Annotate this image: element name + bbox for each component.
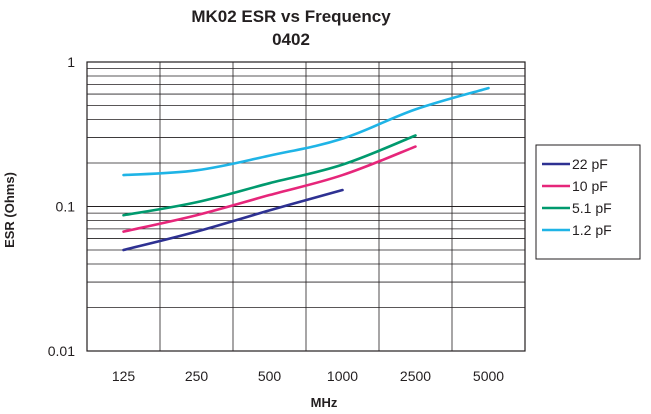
legend-label: 10 pF	[572, 178, 608, 194]
series-line-1-2-pf	[122, 86, 490, 177]
x-tick-label: 5000	[473, 368, 504, 384]
x-tick-label: 250	[185, 368, 209, 384]
x-tick-label: 125	[112, 368, 136, 384]
series-line-22-pf	[122, 188, 344, 252]
x-tick-labels: 125 250 500 1000 2500 5000	[112, 368, 504, 384]
x-tick-label: 500	[258, 368, 282, 384]
series-line-5-1-pf	[122, 134, 417, 217]
x-axis-label: MHz	[311, 395, 338, 410]
legend-label: 1.2 pF	[572, 222, 612, 238]
x-tick-label: 1000	[327, 368, 358, 384]
legend-label: 5.1 pF	[572, 200, 612, 216]
y-tick-label: 1	[67, 54, 75, 70]
y-tick-labels: 1 0.1 0.01	[48, 54, 75, 359]
y-tick-label: 0.01	[48, 343, 75, 359]
plot-frame	[86, 61, 526, 352]
series-line-10-pf	[122, 145, 417, 233]
chart-title: MK02 ESR vs Frequency	[191, 7, 391, 26]
legend: 22 pF 10 pF 5.1 pF 1.2 pF	[535, 144, 641, 260]
grid	[87, 62, 525, 352]
x-tick-label: 2500	[400, 368, 431, 384]
chart-subtitle: 0402	[272, 30, 310, 49]
y-tick-label: 0.1	[56, 199, 76, 215]
y-axis-label: ESR (Ohms)	[2, 172, 17, 248]
series-lines	[122, 86, 490, 252]
legend-label: 22 pF	[572, 156, 608, 172]
